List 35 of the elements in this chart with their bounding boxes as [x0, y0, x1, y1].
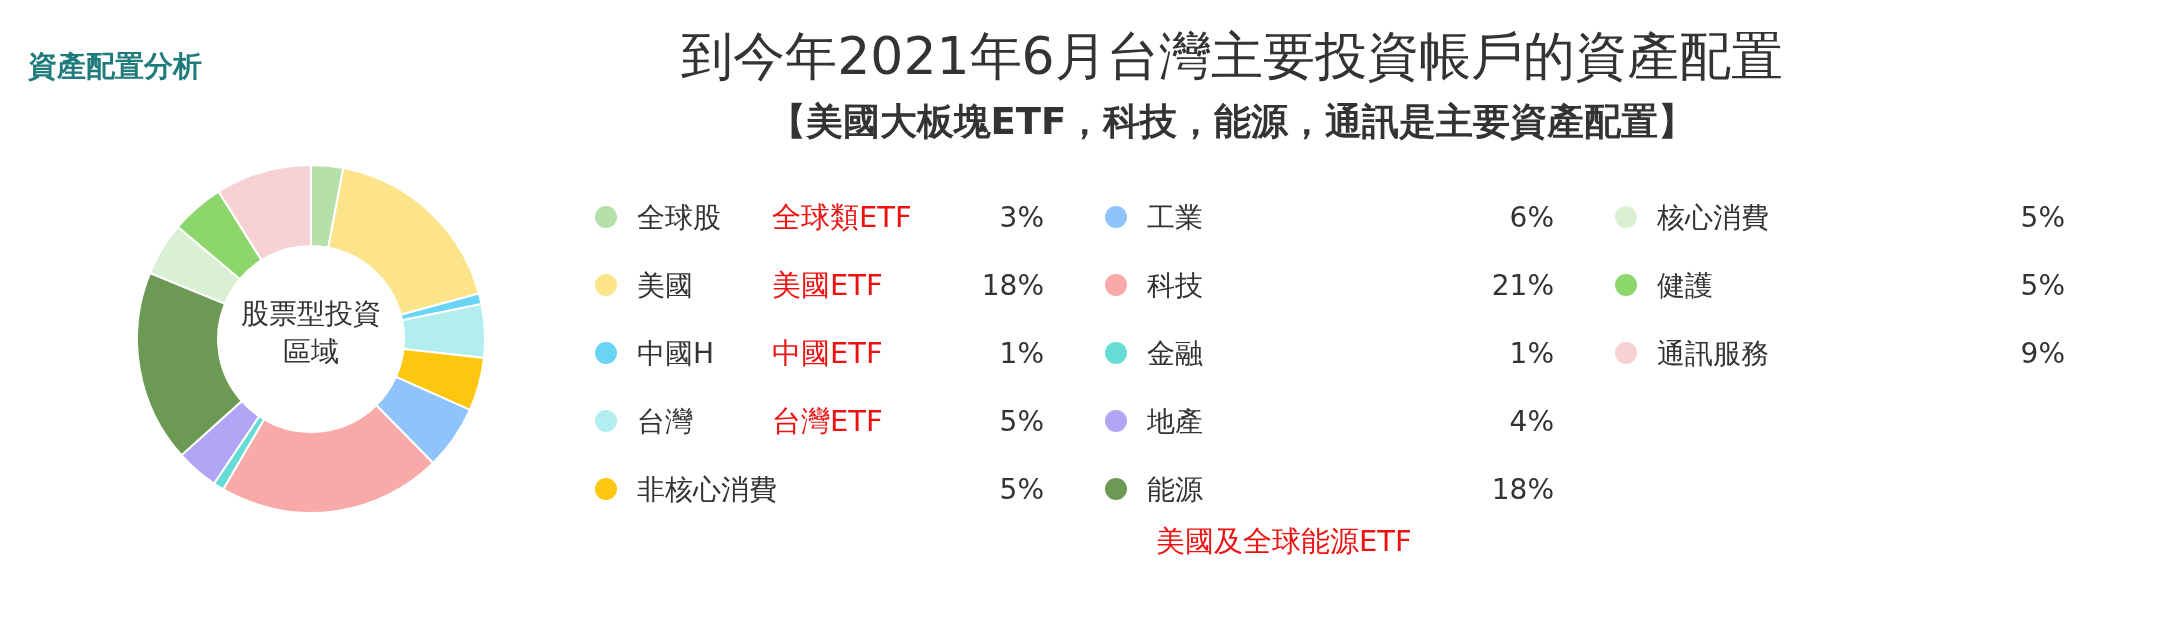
- legend-label: 科技: [1147, 269, 1203, 302]
- legend-label: 美國: [637, 269, 693, 302]
- legend-label: 核心消費: [1656, 201, 1769, 234]
- legend-label: 中國H: [637, 337, 715, 370]
- text: 股票型投資區域: [241, 297, 381, 368]
- data-label: 18%: [981, 269, 1044, 302]
- legend-label: 金融: [1147, 337, 1203, 370]
- legend-label: 全球股: [637, 201, 721, 234]
- legend-label: 地產: [1146, 405, 1203, 438]
- legend-label: 非核心消費: [637, 473, 777, 506]
- text: 資產配置分析: [27, 49, 202, 83]
- data-label: 5%: [999, 405, 1044, 438]
- data-label: 5%: [999, 473, 1044, 506]
- data-label: 18%: [1491, 473, 1554, 506]
- text: 美國ETF: [772, 268, 883, 302]
- data-label: 6%: [1509, 201, 1554, 234]
- legend-label: 台灣: [637, 405, 693, 438]
- text: 中國ETF: [772, 336, 883, 370]
- data-label: 4%: [1509, 405, 1554, 438]
- data-label: 1%: [999, 337, 1044, 370]
- data-label: 21%: [1491, 269, 1554, 302]
- legend-label: 能源: [1147, 473, 1203, 506]
- legend-label: 工業: [1147, 201, 1203, 234]
- legend-label: 健護: [1657, 269, 1713, 302]
- data-label: 3%: [999, 201, 1044, 234]
- text: 美國及全球能源ETF: [1156, 524, 1412, 558]
- text: 台灣ETF: [772, 404, 883, 438]
- chart-title: 到今年2021年6月台灣主要投資帳戶的資產配置: [681, 26, 1783, 86]
- data-label: 9%: [2020, 337, 2065, 370]
- chart-subtitle: 【美國大板塊ETF，科技，能源，通訊是主要資產配置】: [768, 100, 1696, 143]
- text: 全球類ETF: [772, 200, 912, 234]
- data-label: 1%: [1509, 337, 1554, 370]
- legend-label: 通訊服務: [1657, 337, 1769, 370]
- data-label: 5%: [2020, 269, 2065, 302]
- data-label: 5%: [2020, 201, 2065, 234]
